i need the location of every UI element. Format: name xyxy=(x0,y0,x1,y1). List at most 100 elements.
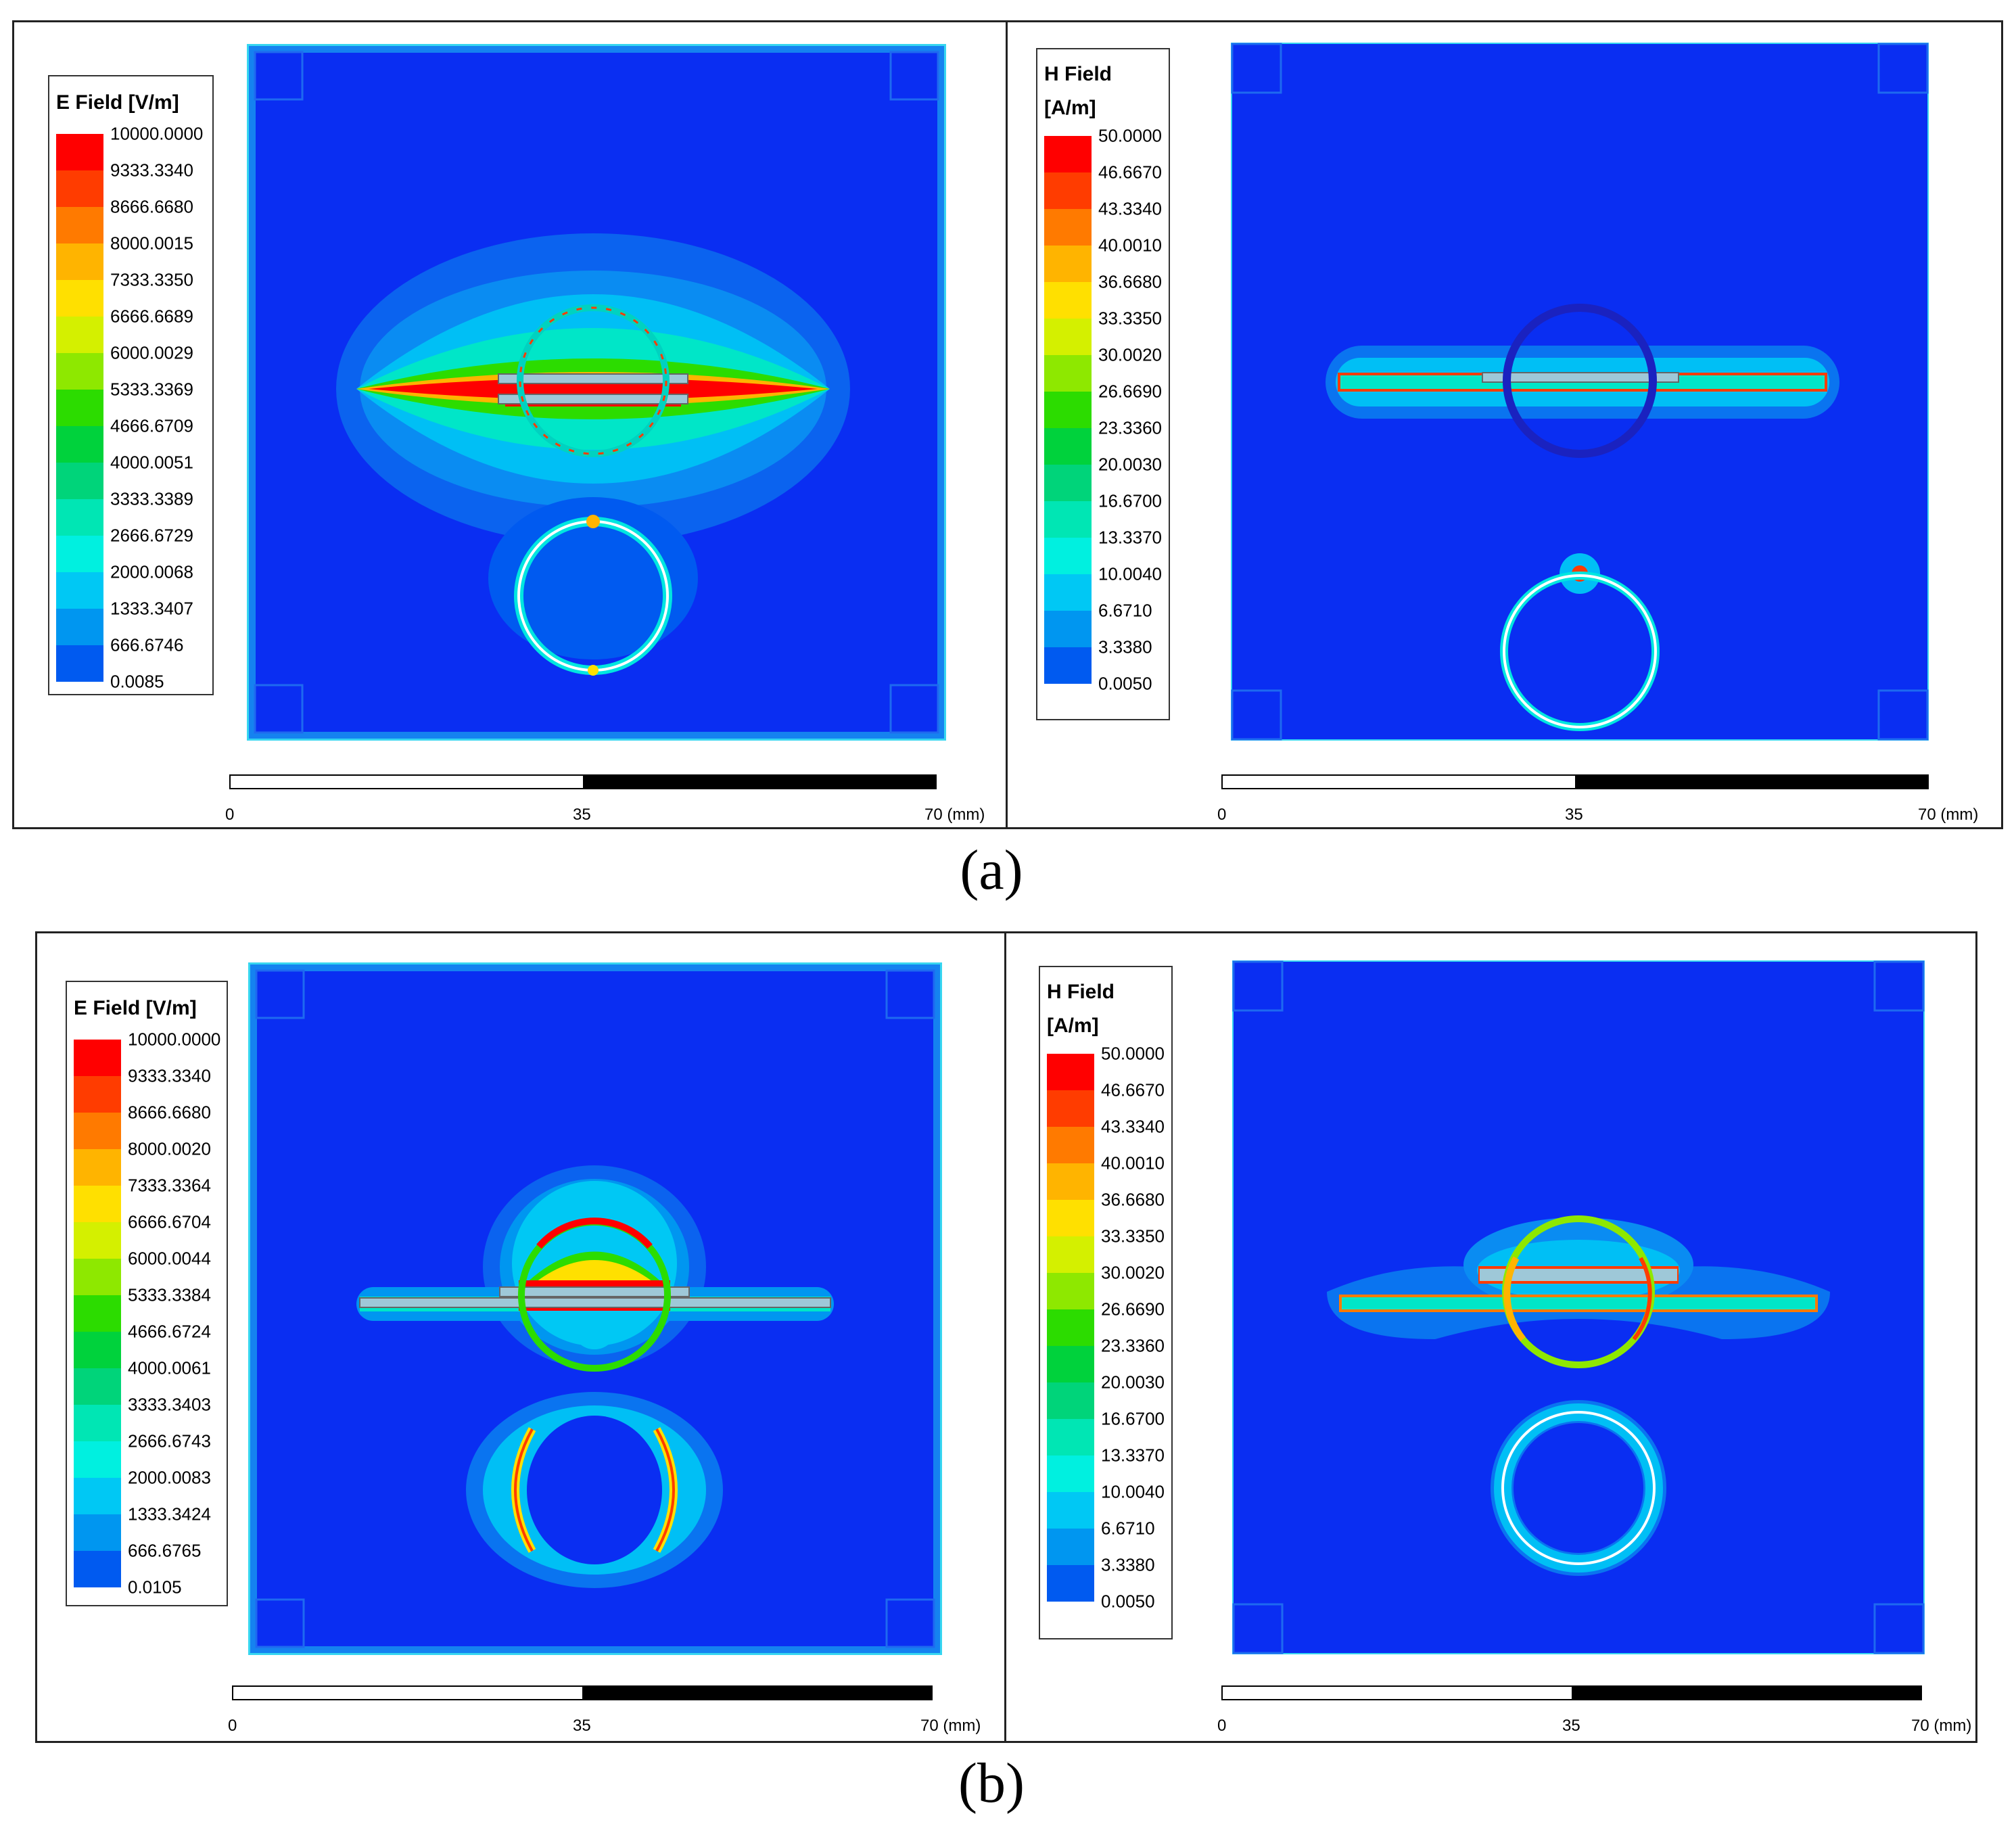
legend-value: 0.0050 xyxy=(1101,1591,1155,1612)
e-field-panel-a: E Field [V/m] 10000.0000 9333.3340 8666.66… xyxy=(14,22,1006,827)
legend-value: 30.0020 xyxy=(1101,1262,1165,1283)
legend-value: 6666.6689 xyxy=(110,306,193,327)
legend-value: 10.0040 xyxy=(1101,1481,1165,1502)
legend-value: 666.6765 xyxy=(128,1540,202,1561)
legend-value: 6666.6704 xyxy=(128,1211,211,1232)
legend-value: 10000.0000 xyxy=(110,123,204,144)
h-field-map-a xyxy=(1231,43,1929,741)
legend-value: 6000.0044 xyxy=(128,1248,211,1269)
legend-color-band xyxy=(1047,1273,1094,1309)
legend-color-band xyxy=(56,170,103,207)
legend-color-band xyxy=(56,645,103,682)
scale-tick-0: 0 xyxy=(1217,1717,1227,1735)
h-field-plot-b xyxy=(1232,960,1925,1654)
legend-color-band xyxy=(56,317,103,353)
scale-tick-70: 70 (mm) xyxy=(920,1717,981,1735)
legend-value: 7333.3350 xyxy=(110,269,193,290)
legend-color-band xyxy=(56,463,103,499)
legend-color-band xyxy=(74,1514,121,1551)
legend-color-band xyxy=(1047,1200,1094,1236)
legend-value: 36.6680 xyxy=(1098,271,1162,292)
legend-value: 10000.0000 xyxy=(128,1029,221,1050)
legend-color-band xyxy=(1044,355,1092,392)
legend-color-band xyxy=(1044,136,1092,172)
figure-b-caption: (b) xyxy=(958,1752,1025,1815)
legend-value: 20.0030 xyxy=(1098,454,1162,475)
h-field-map-b xyxy=(1232,960,1925,1654)
scale-tick-70: 70 (mm) xyxy=(924,806,985,824)
legend-title: H Field xyxy=(1047,981,1115,1003)
legend-value: 1333.3407 xyxy=(110,598,193,619)
legend-color-band xyxy=(56,426,103,463)
legend-color-band xyxy=(1044,611,1092,647)
legend-color-band xyxy=(1044,428,1092,465)
legend-color-band xyxy=(1044,501,1092,538)
figure-a-divider xyxy=(1006,22,1008,827)
legend-color-band xyxy=(1044,246,1092,282)
legend-value: 8666.6680 xyxy=(128,1102,211,1123)
legend-value: 6000.0029 xyxy=(110,342,193,363)
legend-color-band xyxy=(56,207,103,243)
legend-value: 40.0010 xyxy=(1098,235,1162,256)
legend-value: 13.3370 xyxy=(1098,527,1162,548)
legend-value: 7333.3364 xyxy=(128,1175,211,1196)
legend-color-band xyxy=(56,536,103,572)
legend-value: 10.0040 xyxy=(1098,563,1162,584)
legend-color-band xyxy=(74,1113,121,1149)
legend-value: 0.0105 xyxy=(128,1577,182,1598)
scale-bar-h-a xyxy=(1221,774,1929,789)
legend-color-band xyxy=(1047,1090,1094,1127)
legend-value: 3.3380 xyxy=(1098,636,1152,657)
legend-color-band xyxy=(74,1186,121,1222)
h-field-legend-a: H Field [A/m] 50.0000 46.6670 43.3340 40.00… xyxy=(1036,48,1170,720)
scale-bar-e-a xyxy=(229,774,937,789)
h-field-panel-b: H Field [A/m] 50.0000 46.6670 43.3340 40.00… xyxy=(1006,933,1977,1741)
legend-color-band xyxy=(1044,172,1092,209)
scale-tick-70: 70 (mm) xyxy=(1918,806,1979,824)
legend-color-band xyxy=(74,1441,121,1478)
legend-value: 50.0000 xyxy=(1098,125,1162,146)
legend-value: 46.6670 xyxy=(1098,162,1162,183)
figure-a-frame: E Field [V/m] 10000.0000 9333.3340 8666.66… xyxy=(12,20,2003,829)
e-field-panel-b: E Field [V/m] 10000.0000 9333.3340 8666.66… xyxy=(37,933,1004,1741)
scale-bar-h-b xyxy=(1221,1685,1922,1700)
h-field-legend-b: H Field [A/m] 50.0000 46.6670 43.3340 40.00… xyxy=(1039,966,1173,1639)
legend-value: 0.0085 xyxy=(110,671,164,692)
legend-value: 8000.0020 xyxy=(128,1138,211,1159)
legend-color-band xyxy=(56,609,103,645)
legend-color-band xyxy=(1044,538,1092,574)
legend-value: 666.6746 xyxy=(110,634,184,655)
legend-value: 30.0020 xyxy=(1098,344,1162,365)
scale-tick-35: 35 xyxy=(573,806,591,824)
legend-value: 16.6700 xyxy=(1098,490,1162,511)
legend-color-band xyxy=(74,1405,121,1441)
legend-value: 6.6710 xyxy=(1101,1518,1155,1539)
legend-value: 23.3360 xyxy=(1101,1335,1165,1356)
legend-color-band xyxy=(74,1222,121,1259)
legend-color-band xyxy=(56,390,103,426)
legend-color-band xyxy=(56,134,103,170)
legend-value: 40.0010 xyxy=(1101,1153,1165,1173)
legend-value: 23.3360 xyxy=(1098,417,1162,438)
e-field-map-b xyxy=(248,962,942,1655)
e-field-plot-b xyxy=(248,962,942,1655)
legend-color-band xyxy=(1047,1565,1094,1602)
e-field-legend-a: E Field [V/m] 10000.0000 9333.3340 8666.66… xyxy=(48,75,214,695)
legend-value: 20.0030 xyxy=(1101,1372,1165,1393)
legend-color-band xyxy=(74,1076,121,1113)
legend-value: 33.3350 xyxy=(1098,308,1162,329)
legend-value: 4666.6724 xyxy=(128,1321,211,1342)
figure-b-frame: E Field [V/m] 10000.0000 9333.3340 8666.66… xyxy=(35,931,1977,1743)
legend-unit: [A/m] xyxy=(1047,1015,1099,1037)
legend-value: 4666.6709 xyxy=(110,415,193,436)
legend-value: 26.6690 xyxy=(1101,1299,1165,1320)
legend-color-band xyxy=(1044,392,1092,428)
legend-color-band xyxy=(1044,647,1092,684)
legend-value: 13.3370 xyxy=(1101,1445,1165,1466)
legend-value: 9333.3340 xyxy=(110,160,193,181)
legend-value: 16.6700 xyxy=(1101,1408,1165,1429)
scale-tick-35: 35 xyxy=(1562,1717,1580,1735)
legend-color-band xyxy=(1044,574,1092,611)
legend-color-band xyxy=(1047,1127,1094,1163)
legend-color-band xyxy=(74,1368,121,1405)
